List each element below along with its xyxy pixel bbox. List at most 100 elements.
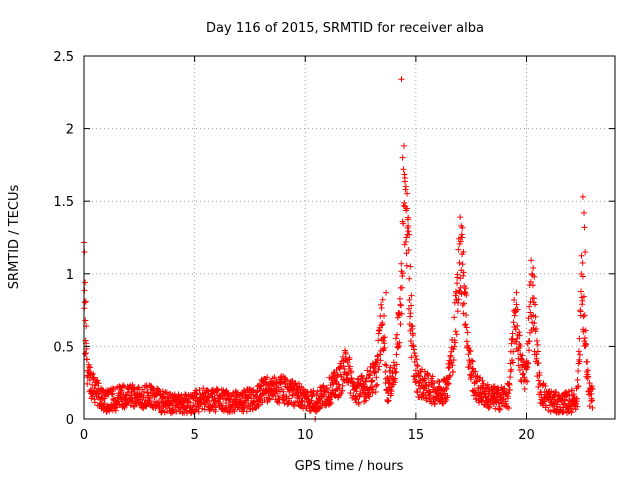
data-point [442, 385, 449, 392]
data-point [415, 372, 422, 379]
data-point [531, 320, 538, 327]
data-point [314, 399, 321, 406]
data-point [381, 334, 388, 341]
data-point [514, 322, 521, 329]
data-point [397, 301, 404, 308]
data-point [392, 375, 399, 382]
data-point [522, 377, 529, 384]
data-point [382, 368, 389, 375]
data-point [576, 351, 583, 358]
data-point [503, 400, 510, 407]
data-point [579, 193, 586, 200]
data-point [297, 401, 304, 408]
data-point [511, 312, 518, 319]
data-point [454, 308, 461, 315]
data-point [574, 403, 581, 410]
data-point [310, 390, 317, 397]
data-point [373, 374, 380, 381]
data-point [335, 381, 342, 388]
data-point [408, 292, 415, 299]
data-point [382, 361, 389, 368]
data-point [339, 353, 346, 360]
data-point [530, 264, 537, 271]
data-point [372, 388, 379, 395]
data-point [443, 396, 450, 403]
data-point [458, 222, 465, 229]
data-point [589, 397, 596, 404]
data-point [535, 348, 542, 355]
data-point [414, 389, 421, 396]
data-point [457, 284, 464, 291]
data-points [81, 76, 596, 422]
data-point [206, 398, 213, 405]
data-point [241, 404, 248, 411]
data-point [464, 329, 471, 336]
data-point [398, 310, 405, 317]
data-point [392, 335, 399, 342]
data-point [233, 393, 240, 400]
data-point [431, 401, 438, 408]
data-point [425, 372, 432, 379]
data-point [578, 288, 585, 295]
data-point [118, 387, 125, 394]
data-point [526, 338, 533, 345]
data-point [589, 404, 596, 411]
data-point [519, 352, 526, 359]
data-point [243, 408, 250, 415]
data-point [504, 403, 511, 410]
data-point [520, 370, 527, 377]
plot-frame [83, 55, 616, 420]
data-point [369, 384, 376, 391]
data-point [401, 241, 408, 248]
data-point [410, 343, 417, 350]
chart-title: Day 116 of 2015, SRMTID for receiver alb… [206, 21, 484, 36]
data-point [457, 214, 464, 221]
data-point [396, 295, 403, 302]
data-point [319, 393, 326, 400]
data-point [192, 407, 199, 414]
data-point [366, 393, 373, 400]
data-point [285, 395, 292, 402]
data-point [284, 377, 291, 384]
data-point [548, 388, 555, 395]
data-point [516, 367, 523, 374]
data-point [275, 393, 282, 400]
data-point [82, 337, 89, 344]
data-point [445, 364, 452, 371]
data-point [565, 388, 572, 395]
data-point [384, 389, 391, 396]
x-tick-label: 20 [518, 428, 535, 443]
data-point [507, 368, 514, 375]
data-point [362, 378, 369, 385]
data-point [91, 385, 98, 392]
data-point [463, 291, 470, 298]
data-point [422, 376, 429, 382]
data-point [130, 386, 137, 393]
x-tick-label: 0 [80, 428, 88, 443]
data-point [570, 391, 577, 398]
data-point [513, 338, 520, 345]
data-point [403, 262, 410, 269]
data-point [231, 408, 238, 415]
data-point [305, 395, 312, 402]
data-point [575, 367, 582, 374]
data-point [164, 408, 171, 415]
data-point [196, 387, 203, 394]
data-point [405, 247, 412, 254]
data-point [371, 368, 378, 375]
data-point [286, 388, 293, 395]
y-axis-label: SRMTID / TECUs [7, 185, 22, 290]
data-point [402, 238, 409, 245]
data-point [81, 287, 88, 294]
data-point [81, 299, 88, 306]
data-point [445, 380, 451, 387]
data-point [150, 387, 157, 394]
data-point [574, 395, 581, 402]
data-point [579, 297, 586, 304]
data-point [404, 205, 411, 212]
data-point [399, 273, 406, 280]
data-point [86, 377, 93, 384]
data-point [397, 321, 404, 328]
data-point [460, 300, 467, 307]
data-point [195, 408, 202, 415]
